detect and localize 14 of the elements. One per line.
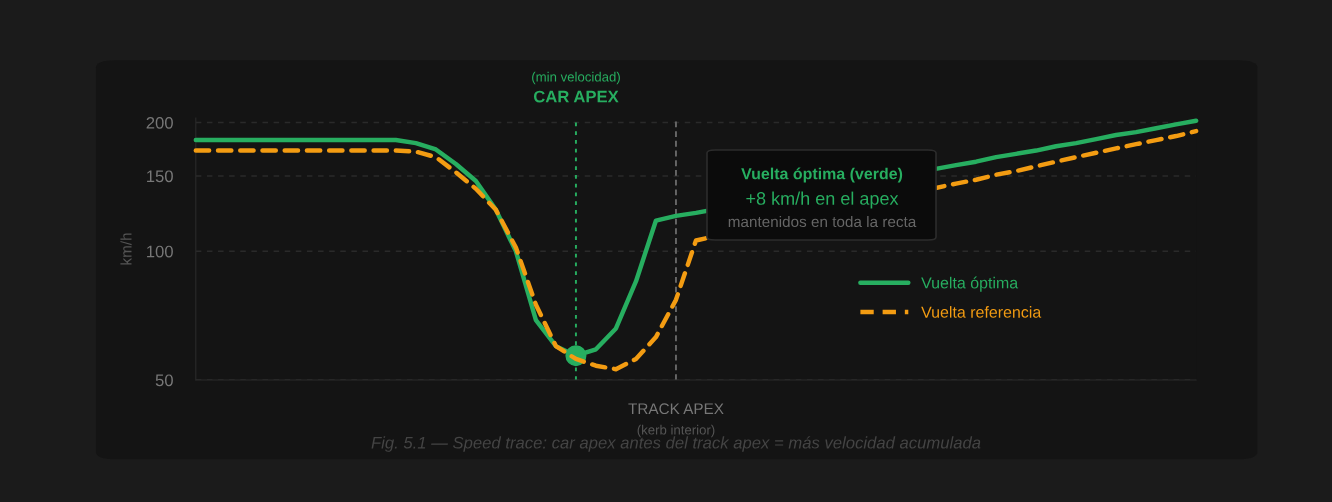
text: (kerb interior) <box>637 424 715 438</box>
text: TRACK APEX <box>628 403 724 415</box>
y-tick-label: 150 <box>147 170 173 183</box>
y-tick-label: 50 <box>155 374 173 387</box>
annotation: Vuelta óptima (verde) <box>741 167 903 183</box>
text: CAR APEX <box>533 90 619 103</box>
legend-label: Vuelta referencia <box>921 306 1042 318</box>
y-axis-title: km/h <box>120 233 132 265</box>
annotation: mantenidos en toda la recta <box>728 215 917 228</box>
y-tick-label: 100 <box>147 245 173 258</box>
text: (min velocidad) <box>532 71 620 85</box>
annotation: +8 km/h en el apex <box>746 191 899 209</box>
legend-label: Vuelta óptima <box>921 276 1019 292</box>
y-tick-label: 200 <box>146 116 173 129</box>
